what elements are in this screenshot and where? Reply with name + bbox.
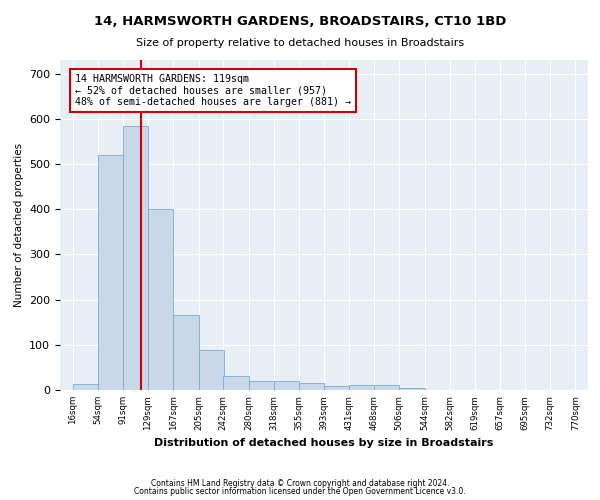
Bar	[324, 386, 349, 390]
Text: Contains HM Land Registry data © Crown copyright and database right 2024.: Contains HM Land Registry data © Crown c…	[151, 478, 449, 488]
Text: 14, HARMSWORTH GARDENS, BROADSTAIRS, CT10 1BD: 14, HARMSWORTH GARDENS, BROADSTAIRS, CT1…	[94, 15, 506, 28]
Bar	[374, 386, 399, 390]
Bar	[274, 381, 299, 390]
Bar	[249, 381, 274, 390]
Bar	[199, 350, 224, 390]
Bar	[400, 388, 425, 390]
Text: Size of property relative to detached houses in Broadstairs: Size of property relative to detached ho…	[136, 38, 464, 48]
Text: 14 HARMSWORTH GARDENS: 119sqm
← 52% of detached houses are smaller (957)
48% of : 14 HARMSWORTH GARDENS: 119sqm ← 52% of d…	[76, 74, 352, 107]
Bar	[173, 316, 199, 390]
Bar	[299, 383, 324, 390]
Y-axis label: Number of detached properties: Number of detached properties	[14, 143, 23, 307]
Bar	[349, 386, 374, 390]
Bar	[223, 376, 248, 390]
X-axis label: Distribution of detached houses by size in Broadstairs: Distribution of detached houses by size …	[154, 438, 494, 448]
Text: Contains public sector information licensed under the Open Government Licence v3: Contains public sector information licen…	[134, 487, 466, 496]
Bar	[148, 209, 173, 390]
Bar	[98, 155, 123, 390]
Bar	[73, 384, 98, 390]
Bar	[123, 126, 148, 390]
